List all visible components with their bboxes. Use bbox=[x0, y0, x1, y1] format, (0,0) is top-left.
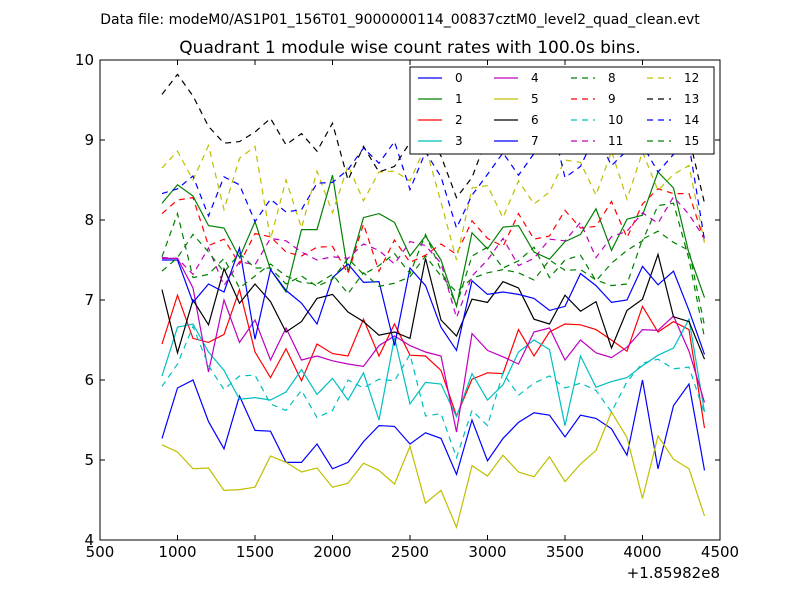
series-line-8 bbox=[161, 211, 706, 326]
x-tick-labels: 500 1000 1500 2000 2500 3000 3500 4000 4500 bbox=[86, 543, 739, 561]
y-tick-labels: 4 5 6 7 8 9 10 bbox=[75, 51, 94, 549]
legend-frame bbox=[409, 66, 715, 155]
y-tick-label: 4 bbox=[84, 531, 94, 549]
series-line-3 bbox=[161, 317, 706, 426]
y-tick-label: 6 bbox=[84, 371, 94, 389]
legend-label-8: 8 bbox=[608, 71, 616, 85]
legend-label-0: 0 bbox=[455, 71, 463, 85]
x-tick-label: 2500 bbox=[391, 543, 429, 561]
legend-label-10: 10 bbox=[608, 113, 623, 127]
x-tick-label: 4500 bbox=[701, 543, 739, 561]
x-tick-label: 4000 bbox=[623, 543, 661, 561]
legend-label-3: 3 bbox=[455, 134, 463, 148]
x-tick-label: 3500 bbox=[546, 543, 584, 561]
legend-label-12: 12 bbox=[684, 71, 699, 85]
series-line-0 bbox=[161, 379, 706, 477]
series-line-12 bbox=[161, 143, 706, 261]
legend-label-6: 6 bbox=[531, 113, 539, 127]
legend-label-5: 5 bbox=[531, 92, 539, 106]
series-line-2 bbox=[161, 287, 706, 429]
y-tick-label: 9 bbox=[84, 131, 94, 149]
x-tick-label: 1500 bbox=[236, 543, 274, 561]
axis-ticks bbox=[99, 59, 721, 541]
x-tick-label: 2000 bbox=[313, 543, 351, 561]
x-tick-label: 3000 bbox=[468, 543, 506, 561]
y-tick-label: 10 bbox=[75, 51, 94, 69]
y-tick-label: 7 bbox=[84, 291, 94, 309]
series-line-9 bbox=[161, 188, 706, 276]
series-line-1 bbox=[161, 170, 706, 309]
legend-label-4: 4 bbox=[531, 71, 539, 85]
series-line-14 bbox=[161, 110, 706, 241]
legend-label-7: 7 bbox=[531, 134, 539, 148]
x-tick-label: 1000 bbox=[158, 543, 196, 561]
y-tick-label: 8 bbox=[84, 211, 94, 229]
x-offset-label: +1.85982e8 bbox=[627, 564, 720, 582]
series-line-7 bbox=[162, 245, 706, 355]
legend-label-14: 14 bbox=[684, 113, 699, 127]
x-tick-label: 500 bbox=[86, 543, 115, 561]
series-line-5 bbox=[161, 410, 706, 530]
data-file-label: Data file: modeM0/AS1P01_156T01_90000001… bbox=[100, 12, 700, 28]
y-tick-label: 5 bbox=[84, 451, 94, 469]
chart-title: Quadrant 1 module wise count rates with … bbox=[179, 38, 640, 58]
legend-label-9: 9 bbox=[608, 92, 616, 106]
series-line-15 bbox=[161, 202, 706, 338]
legend-label-2: 2 bbox=[455, 113, 463, 127]
series-line-10 bbox=[161, 324, 706, 460]
legend-label-15: 15 bbox=[684, 134, 699, 148]
legend-label-1: 1 bbox=[455, 92, 463, 106]
series-line-6 bbox=[161, 252, 706, 360]
legend-label-11: 11 bbox=[608, 134, 623, 148]
legend-label-13: 13 bbox=[684, 92, 699, 106]
